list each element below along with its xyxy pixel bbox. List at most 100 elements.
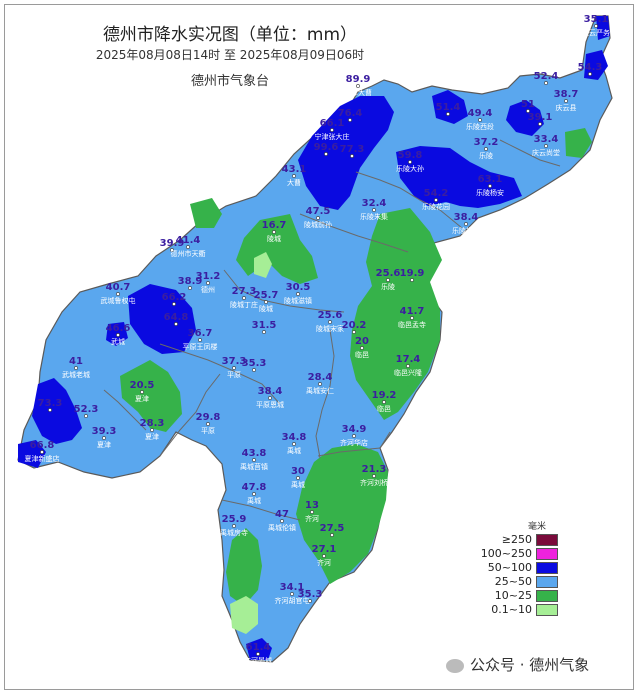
station-value: 61.4 bbox=[246, 642, 271, 653]
station-value: 25.9 bbox=[222, 514, 247, 525]
legend-item: 10~25 bbox=[478, 589, 558, 603]
station-value: 59.8 bbox=[398, 150, 423, 161]
station-marker bbox=[116, 333, 120, 337]
station-value: 32.4 bbox=[362, 198, 387, 209]
station-marker bbox=[588, 72, 592, 76]
station-name: 乐陵西段 bbox=[466, 122, 494, 131]
station-value: 38.4 bbox=[258, 386, 283, 397]
station-marker bbox=[268, 396, 272, 400]
wechat-icon bbox=[446, 658, 464, 673]
station-name: 禹城 bbox=[247, 497, 261, 505]
station-marker bbox=[308, 599, 312, 603]
station-marker bbox=[356, 84, 360, 88]
station-marker bbox=[242, 296, 246, 300]
station-value: 39.1 bbox=[528, 112, 553, 123]
station-marker bbox=[330, 128, 334, 132]
station-values: 35.1 庆云严务 54.3 52.4 38.7 庆云县 89.9 宁津大曹 76.4 51.4 4… bbox=[25, 14, 611, 665]
station-name: 陵城 bbox=[267, 234, 281, 243]
station-name: 齐河 bbox=[305, 514, 319, 523]
station-value: 89.9 bbox=[346, 74, 371, 85]
legend-label: 10~25 bbox=[494, 589, 532, 602]
station-value: 25.7 bbox=[254, 290, 279, 301]
station-value: 39.3 bbox=[92, 426, 117, 437]
station-marker bbox=[410, 278, 414, 282]
station-name: 德州 bbox=[201, 285, 215, 294]
legend-label: ≥250 bbox=[501, 533, 532, 546]
station-name: 乐陵花园 bbox=[422, 202, 450, 211]
station-value: 73.3 bbox=[38, 398, 63, 409]
station-marker bbox=[272, 230, 276, 234]
station-marker bbox=[84, 414, 88, 418]
station-value: 35.3 bbox=[298, 589, 323, 600]
station-marker bbox=[280, 519, 284, 523]
station-marker bbox=[170, 248, 174, 252]
station-name: 齐河胡官屯 bbox=[275, 596, 310, 605]
station-name: 禹城莒镇 bbox=[240, 462, 268, 471]
station-value: 34.8 bbox=[282, 432, 307, 443]
station-value: 28.4 bbox=[308, 372, 333, 383]
station-name: 齐河晏城 bbox=[244, 656, 272, 665]
station-marker bbox=[318, 382, 322, 386]
station-value: 30.5 bbox=[286, 282, 311, 293]
station-marker bbox=[464, 222, 468, 226]
station-value: 17.4 bbox=[396, 354, 421, 365]
station-name: 夏津 bbox=[145, 433, 159, 441]
station-marker bbox=[406, 364, 410, 368]
station-value: 19.9 bbox=[400, 268, 425, 279]
station-marker bbox=[296, 292, 300, 296]
station-value: 16.7 bbox=[262, 220, 287, 231]
legend-label: 0.1~10 bbox=[491, 603, 532, 616]
station-value: 38.7 bbox=[554, 89, 579, 100]
station-marker bbox=[538, 122, 542, 126]
station-marker bbox=[206, 422, 210, 426]
station-name: 陵城 bbox=[259, 304, 273, 313]
station-value: 35.1 bbox=[584, 14, 609, 25]
station-value: 51.4 bbox=[436, 102, 461, 113]
legend-swatch bbox=[536, 562, 558, 574]
station-marker bbox=[150, 428, 154, 432]
station-name: 陵城滋镇 bbox=[284, 296, 312, 305]
station-name: 庆云县 bbox=[556, 103, 577, 112]
station-marker bbox=[252, 492, 256, 496]
station-marker bbox=[382, 400, 386, 404]
station-value: 25.6 bbox=[318, 310, 343, 321]
station-marker bbox=[198, 338, 202, 342]
station-value: 39.9 bbox=[160, 238, 185, 249]
legend-label: 25~50 bbox=[494, 575, 532, 588]
station-value: 76.4 bbox=[338, 108, 363, 119]
station-value: 43.8 bbox=[242, 448, 267, 459]
station-marker bbox=[48, 408, 52, 412]
station-name: 禹城伦镇 bbox=[268, 523, 296, 532]
station-value: 47.8 bbox=[242, 482, 267, 493]
station-name: 德州市天衢 bbox=[171, 249, 206, 258]
station-value: 25.6 bbox=[376, 268, 401, 279]
station-value: 27.3 bbox=[232, 286, 257, 297]
station-marker bbox=[102, 436, 106, 440]
station-marker bbox=[256, 652, 260, 656]
station-value: 63.1 bbox=[478, 174, 503, 185]
station-name: 夏津 bbox=[135, 395, 149, 403]
station-marker bbox=[292, 174, 296, 178]
station-value: 43.1 bbox=[282, 164, 307, 175]
station-marker bbox=[116, 292, 120, 296]
station-name: 宁津张大庄 bbox=[315, 132, 350, 141]
station-marker bbox=[386, 278, 390, 282]
station-marker bbox=[350, 154, 354, 158]
station-value: 34.9 bbox=[342, 424, 367, 435]
station-name: 武城鲁权屯 bbox=[101, 296, 136, 305]
station-name: 乐陵 bbox=[479, 151, 493, 160]
legend-swatch bbox=[536, 604, 558, 616]
station-value: 41.4 bbox=[176, 235, 201, 246]
station-marker bbox=[352, 330, 356, 334]
station-value: 51 bbox=[521, 99, 535, 110]
station-value: 27.1 bbox=[312, 544, 337, 555]
map-title: 德州市降水实况图（单位：mm） bbox=[102, 25, 358, 45]
station-value: 66.8 bbox=[30, 440, 55, 451]
station-marker bbox=[232, 524, 236, 528]
station-marker bbox=[372, 474, 376, 478]
station-marker bbox=[74, 366, 78, 370]
station-marker bbox=[188, 286, 192, 290]
station-marker bbox=[352, 434, 356, 438]
legend-label: 50~100 bbox=[487, 561, 532, 574]
